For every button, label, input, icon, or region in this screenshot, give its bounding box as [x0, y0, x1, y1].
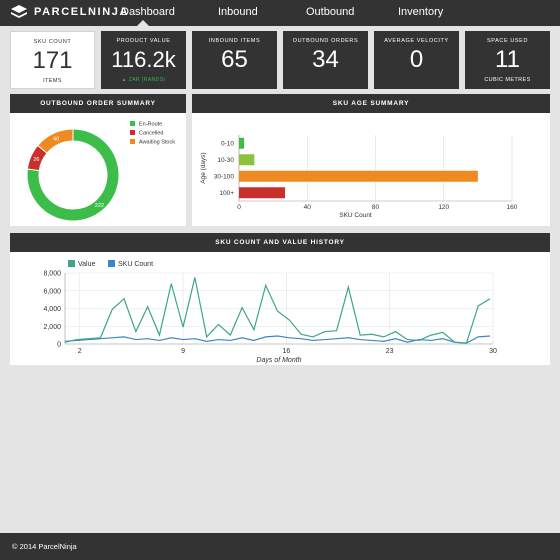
- legend-label: En-Route: [139, 122, 162, 128]
- y-tick-label: 4,000: [43, 306, 61, 313]
- tile-value: 65: [221, 46, 248, 73]
- x-tick-label: 0: [237, 204, 241, 211]
- panel-title: SKU COUNT AND VALUE HISTORY: [10, 233, 550, 252]
- y-axis-title: Age (days): [200, 152, 207, 183]
- tile-sub: CUBIC METRES: [484, 77, 531, 83]
- tile-sub: ITEMS: [43, 78, 62, 84]
- x-axis-title: Days of Month: [256, 357, 301, 364]
- nav-outbound[interactable]: Outbound: [306, 6, 355, 18]
- series-line-sku-count: [64, 335, 491, 344]
- tile-label: SPACE USED: [486, 38, 529, 44]
- donut-slice-label: 40: [53, 137, 59, 143]
- y-tick-label: 8,000: [43, 271, 61, 278]
- legend-swatch: [108, 260, 115, 267]
- x-tick-label: 16: [282, 348, 290, 355]
- sku-age-bar-chart: 0 40 80 120 160 0-10 10-30 30-100 100+ SKU Count A…: [200, 135, 518, 219]
- history-line-chart: 0 2,000 4,000 6,000 8,000 2 9 16 23 30 Value SKU Co…: [43, 260, 497, 364]
- nav-dashboard[interactable]: Dashboard: [121, 6, 175, 18]
- tile-value: 11: [495, 46, 520, 73]
- tile-outbound-orders[interactable]: OUTBOUND ORDERS 34: [283, 31, 368, 89]
- tile-average-velocity[interactable]: AVERAGE VELOCITY 0: [374, 31, 459, 89]
- legend-label: SKU Count: [118, 261, 153, 268]
- legend-label: Value: [78, 261, 95, 268]
- bar-10-30: [239, 154, 255, 166]
- footer: © 2014 ParcelNinja: [0, 533, 560, 560]
- tile-sku-count[interactable]: SKU COUNT 171 ITEMS: [10, 31, 95, 89]
- legend-swatch: [130, 139, 135, 144]
- y-tick-label: 10-30: [217, 157, 234, 164]
- bar-100+: [239, 187, 286, 199]
- panel-title: OUTBOUND ORDER SUMMARY: [10, 94, 186, 113]
- donut-slice-label: 26: [33, 157, 39, 163]
- copyright-text: © 2014 ParcelNinja: [12, 542, 77, 551]
- nav-inventory[interactable]: Inventory: [398, 6, 444, 18]
- tile-value: 0: [409, 46, 424, 73]
- bar-0-10: [239, 137, 245, 149]
- y-tick-label: 2,000: [43, 324, 61, 331]
- legend-swatch: [130, 121, 135, 126]
- donut-slice-awaiting-stock: [37, 128, 74, 154]
- donut-slice-en-route: [26, 128, 120, 222]
- tile-label: SKU COUNT: [33, 39, 72, 45]
- top-nav-bar: PARCELNINJA Dashboard Inbound Outbound I…: [0, 0, 560, 26]
- tile-value: 34: [312, 46, 339, 73]
- tile-label: PRODUCT VALUE: [116, 38, 171, 44]
- nav-inbound[interactable]: Inbound: [218, 6, 258, 18]
- y-tick-label: 0: [57, 342, 61, 349]
- x-tick-label: 120: [438, 204, 449, 211]
- legend-swatch: [130, 130, 135, 135]
- parcelninja-logo-icon: [11, 5, 27, 18]
- legend-label: Cancelled: [139, 131, 163, 137]
- x-tick-label: 23: [386, 348, 394, 355]
- sku-count-value-history-panel: SKU COUNT AND VALUE HISTORY 0 2,000 4,000 6…: [10, 233, 550, 365]
- tile-value: 171: [32, 47, 73, 74]
- y-tick-label: 30-100: [214, 173, 235, 180]
- tile-sub: ▲ ZAR (RANDS): [121, 77, 166, 83]
- bar-30-100: [239, 170, 478, 182]
- active-nav-indicator: [137, 20, 149, 26]
- y-tick-label: 6,000: [43, 288, 61, 295]
- legend-label: Awaiting Stock: [139, 140, 175, 146]
- tile-product-value[interactable]: PRODUCT VALUE 116.2k ▲ ZAR (RANDS): [101, 31, 186, 89]
- x-tick-label: 30: [489, 348, 497, 355]
- tile-label: OUTBOUND ORDERS: [292, 38, 359, 44]
- tile-label: INBOUND ITEMS: [208, 38, 261, 44]
- y-tick-label: 0-10: [221, 140, 234, 147]
- x-tick-label: 40: [304, 204, 312, 211]
- tile-inbound-items[interactable]: INBOUND ITEMS 65: [192, 31, 277, 89]
- brand-name: PARCELNINJA: [34, 6, 130, 18]
- outbound-order-summary-panel: OUTBOUND ORDER SUMMARY 222 26 40 En-Route Ca…: [10, 94, 186, 226]
- panel-title: SKU AGE SUMMARY: [192, 94, 550, 113]
- tile-space-used[interactable]: SPACE USED 11 CUBIC METRES: [465, 31, 550, 89]
- outbound-donut-chart: 222 26 40 En-Route Cancelled Awaiting Stock: [26, 121, 175, 222]
- y-tick-label: 100+: [219, 190, 234, 197]
- x-tick-label: 160: [507, 204, 518, 211]
- donut-slice-label: 222: [95, 203, 104, 209]
- x-tick-label: 2: [78, 348, 82, 355]
- legend-swatch: [68, 260, 75, 267]
- tile-value: 116.2k: [111, 47, 176, 72]
- tile-label: AVERAGE VELOCITY: [384, 38, 449, 44]
- sku-age-summary-panel: SKU AGE SUMMARY 0 40 80 120 160 0-10 10-30 30-1…: [192, 94, 550, 226]
- series-line-value: [64, 277, 491, 344]
- x-tick-label: 9: [181, 348, 185, 355]
- x-tick-label: 80: [372, 204, 380, 211]
- x-axis-title: SKU Count: [339, 212, 372, 219]
